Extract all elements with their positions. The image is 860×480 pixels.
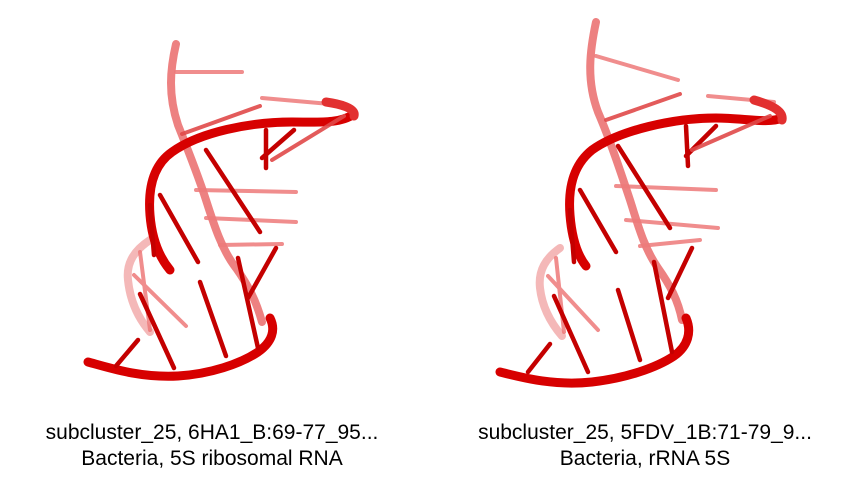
structure-panel-right: subcluster_25, 5FDV_1B:71-79_9... Bacter… [430,0,860,480]
structure-caption-left: subcluster_25, 6HA1_B:69-77_95... Bacter… [0,420,427,472]
rna-loop-top [321,97,359,121]
rna-bases-dark [113,127,297,371]
rna-bases-light [546,54,776,334]
rna-structure-image-left [83,40,359,381]
rna-back-strand [167,40,266,326]
structure-caption-right: subcluster_25, 5FDV_1B:71-79_9... Bacter… [430,420,860,472]
caption-subtitle: Bacteria, 5S ribosomal RNA [81,447,343,470]
caption-subtitle: Bacteria, rRNA 5S [559,447,731,470]
structure-panel-left: subcluster_25, 6HA1_B:69-77_95... Bacter… [0,40,427,472]
rna-structure-image-right [495,18,787,388]
rna-bases-mid [180,104,346,162]
rna-back-strand [586,18,686,324]
caption-title: subcluster_25, 5FDV_1B:71-79_9... [478,421,812,444]
caption-title: subcluster_25, 6HA1_B:69-77_95... [45,421,379,444]
rna-front-backbone-lower [83,313,278,381]
rna-back-strand-lower [535,244,566,340]
rna-loop-top [749,95,787,125]
rna-back-strand-lower [123,236,154,336]
rna-front-backbone-lower [495,313,694,388]
rna-bases-mid [604,92,772,152]
